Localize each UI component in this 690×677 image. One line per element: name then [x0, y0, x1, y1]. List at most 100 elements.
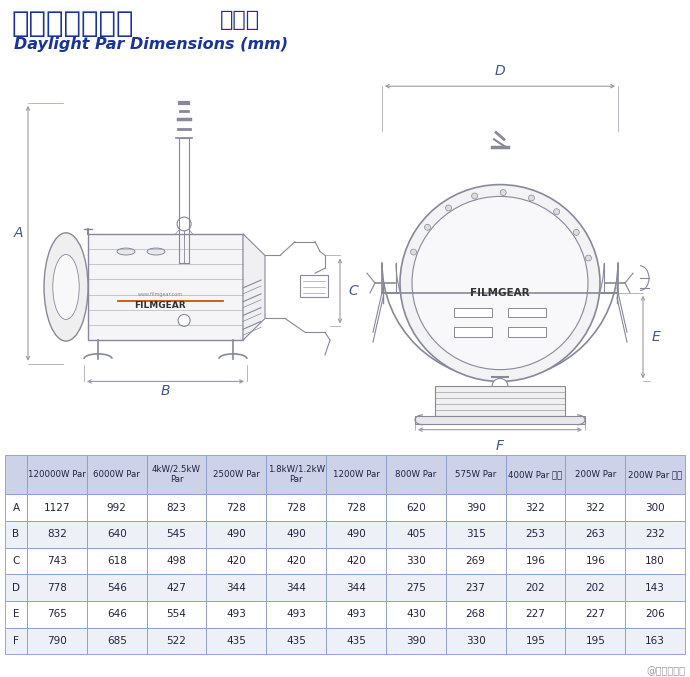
Text: 420: 420 — [286, 556, 306, 566]
Bar — [266, 455, 326, 494]
Bar — [386, 521, 446, 548]
Text: 275: 275 — [406, 583, 426, 592]
Text: www.filmgear.com: www.filmgear.com — [137, 292, 183, 297]
Text: 554: 554 — [166, 609, 186, 619]
Circle shape — [529, 195, 535, 201]
Text: 430: 430 — [406, 609, 426, 619]
Bar — [625, 521, 685, 548]
Bar — [386, 455, 446, 494]
Bar — [565, 548, 625, 574]
Text: A: A — [12, 502, 19, 512]
Text: 522: 522 — [166, 636, 186, 646]
Circle shape — [492, 378, 508, 394]
Bar — [206, 628, 266, 654]
Text: 640: 640 — [107, 529, 126, 540]
Bar — [206, 455, 266, 494]
Bar — [506, 494, 565, 521]
Circle shape — [472, 193, 477, 199]
Text: 1.8kW/1.2kW
Par: 1.8kW/1.2kW Par — [268, 465, 325, 484]
Text: 180: 180 — [645, 556, 665, 566]
Bar — [326, 494, 386, 521]
Bar — [87, 455, 147, 494]
Bar — [5, 574, 27, 601]
Bar — [446, 628, 506, 654]
Circle shape — [178, 315, 190, 326]
Text: 237: 237 — [466, 583, 486, 592]
Bar — [206, 601, 266, 628]
Bar — [565, 574, 625, 601]
Bar — [435, 387, 565, 416]
Circle shape — [400, 185, 600, 381]
Text: 728: 728 — [226, 502, 246, 512]
Bar — [206, 494, 266, 521]
Text: 493: 493 — [286, 609, 306, 619]
Text: 832: 832 — [47, 529, 67, 540]
Text: 400W Par 小型: 400W Par 小型 — [509, 470, 562, 479]
Text: 253: 253 — [526, 529, 545, 540]
Bar — [88, 234, 243, 340]
Text: 1127: 1127 — [43, 502, 70, 512]
Text: 322: 322 — [526, 502, 545, 512]
Bar — [446, 521, 506, 548]
Circle shape — [411, 249, 417, 255]
Text: 823: 823 — [166, 502, 186, 512]
Text: 490: 490 — [226, 529, 246, 540]
Bar — [5, 521, 27, 548]
Circle shape — [573, 230, 580, 236]
Text: 206: 206 — [645, 609, 665, 619]
Bar — [386, 494, 446, 521]
Text: 2500W Par: 2500W Par — [213, 470, 259, 479]
Text: 390: 390 — [466, 502, 486, 512]
Text: 6000W Par: 6000W Par — [93, 470, 140, 479]
Bar — [87, 548, 147, 574]
Text: 545: 545 — [166, 529, 186, 540]
Bar — [5, 548, 27, 574]
Text: 685: 685 — [107, 636, 127, 646]
Text: F: F — [13, 636, 19, 646]
Bar — [454, 327, 492, 337]
Text: 227: 227 — [526, 609, 545, 619]
Polygon shape — [243, 234, 265, 340]
Text: 790: 790 — [47, 636, 67, 646]
Bar — [5, 628, 27, 654]
Bar — [625, 455, 685, 494]
Text: 435: 435 — [286, 636, 306, 646]
Bar — [625, 548, 685, 574]
Circle shape — [446, 205, 451, 211]
Text: 420: 420 — [346, 556, 366, 566]
Text: 620: 620 — [406, 502, 426, 512]
Text: 202: 202 — [526, 583, 545, 592]
Bar — [266, 494, 326, 521]
Text: 490: 490 — [286, 529, 306, 540]
Bar — [565, 455, 625, 494]
Text: 322: 322 — [585, 502, 605, 512]
Bar — [326, 548, 386, 574]
Text: Daylight Par Dimensions (mm): Daylight Par Dimensions (mm) — [14, 37, 288, 52]
Text: 435: 435 — [226, 636, 246, 646]
Bar — [415, 416, 585, 424]
Bar — [87, 521, 147, 548]
Text: C: C — [348, 284, 357, 298]
Bar — [147, 628, 206, 654]
Bar — [206, 548, 266, 574]
Bar — [565, 628, 625, 654]
Bar — [266, 628, 326, 654]
Text: 390: 390 — [406, 636, 426, 646]
Bar — [147, 574, 206, 601]
Text: E: E — [652, 330, 661, 344]
Bar — [506, 628, 565, 654]
Text: 546: 546 — [107, 583, 127, 592]
Bar — [147, 601, 206, 628]
Bar — [27, 494, 87, 521]
Text: 778: 778 — [47, 583, 67, 592]
Text: 202: 202 — [585, 583, 605, 592]
Text: FILMGEAR: FILMGEAR — [470, 288, 530, 298]
Bar — [625, 601, 685, 628]
Bar — [147, 548, 206, 574]
Bar — [625, 574, 685, 601]
Bar — [87, 601, 147, 628]
Text: 120000W Par: 120000W Par — [28, 470, 86, 479]
Bar — [386, 628, 446, 654]
Text: E: E — [12, 609, 19, 619]
Text: 344: 344 — [346, 583, 366, 592]
